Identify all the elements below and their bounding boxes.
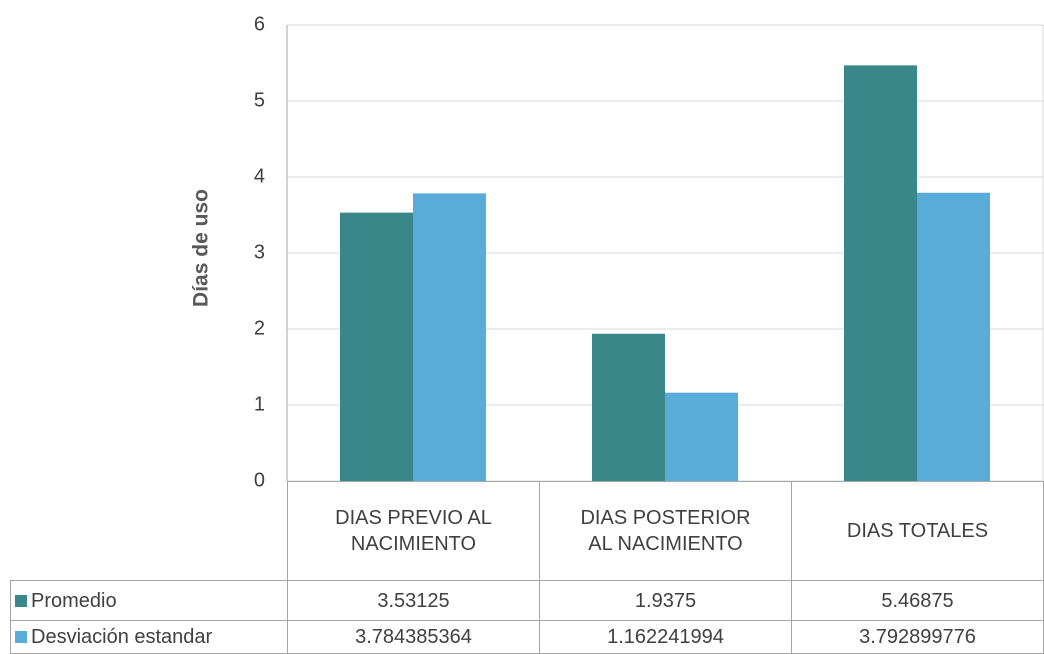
table-value: 3.792899776 [791,620,1044,654]
y-axis-label: Días de uso [190,189,213,307]
y-tick-label: 6 [254,13,265,35]
table-value: 5.46875 [791,580,1044,621]
legend-key [15,594,27,607]
legend-entry: Promedio [10,580,288,621]
legend-label: Desviación estandar [31,626,213,648]
category-label: DIAS TOTALES [791,481,1044,581]
category-label: DIAS POSTERIOR AL NACIMIENTO [539,481,792,581]
bar [917,192,990,481]
y-tick-label: 4 [254,165,265,187]
bar [665,392,738,481]
table-value: 1.162241994 [539,620,792,654]
y-tick-label: 0 [254,469,265,491]
bar [413,193,486,481]
category-label: DIAS PREVIO AL NACIMIENTO [287,481,540,581]
y-tick-label: 2 [254,317,265,339]
table-value: 3.53125 [287,580,540,621]
y-tick-label: 1 [254,393,265,415]
y-tick-label: 5 [254,89,265,111]
legend-key [15,631,27,643]
y-tick-label: 3 [254,241,265,263]
bar [340,212,413,481]
bar [592,333,665,481]
legend-label: Promedio [31,589,117,612]
table-value: 3.784385364 [287,620,540,654]
legend-entry: Desviación estandar [10,620,288,654]
table-value: 1.9375 [539,580,792,621]
bar [844,65,917,481]
